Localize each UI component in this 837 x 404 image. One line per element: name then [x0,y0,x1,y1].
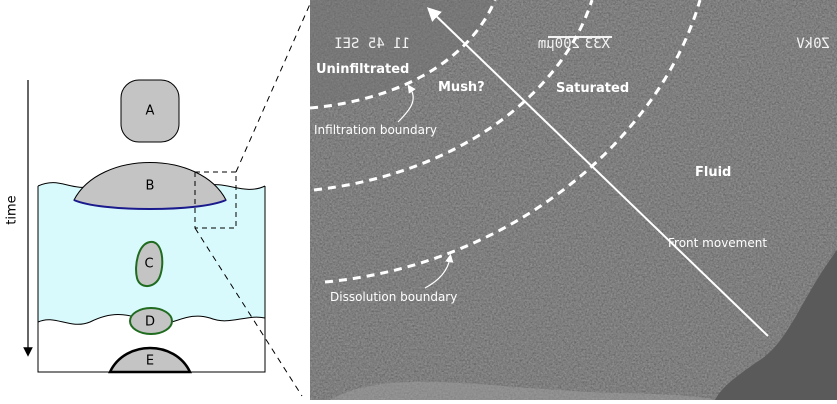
figure: time A B C D E Z0kV X33 200μm 11 45 SEI [0,0,837,400]
region-label: Saturated [556,81,629,96]
schematic: time A B C D E [5,4,311,396]
region-label: Uninfiltrated [316,62,409,77]
boundary-label: Infiltration boundary [314,123,437,137]
time-label: time [5,195,20,224]
arrow-label: Front movement [668,236,767,250]
boundary-label: Dissolution boundary [330,290,457,304]
zoom-line [236,4,310,172]
sem-header: 11 45 SEI [334,36,410,52]
micrograph: Z0kV X33 200μm 11 45 SEI Uninfiltrated M… [310,0,837,400]
shape-label: E [146,354,154,369]
shape-label: D [145,315,155,330]
sem-header: Z0kV [796,36,830,52]
shape-label: C [144,257,153,272]
shape-label: B [146,179,155,194]
region-label: Mush? [438,80,485,95]
region-label: Fluid [695,165,731,180]
shape-label: A [146,104,155,119]
sem-header: X33 [585,36,610,52]
